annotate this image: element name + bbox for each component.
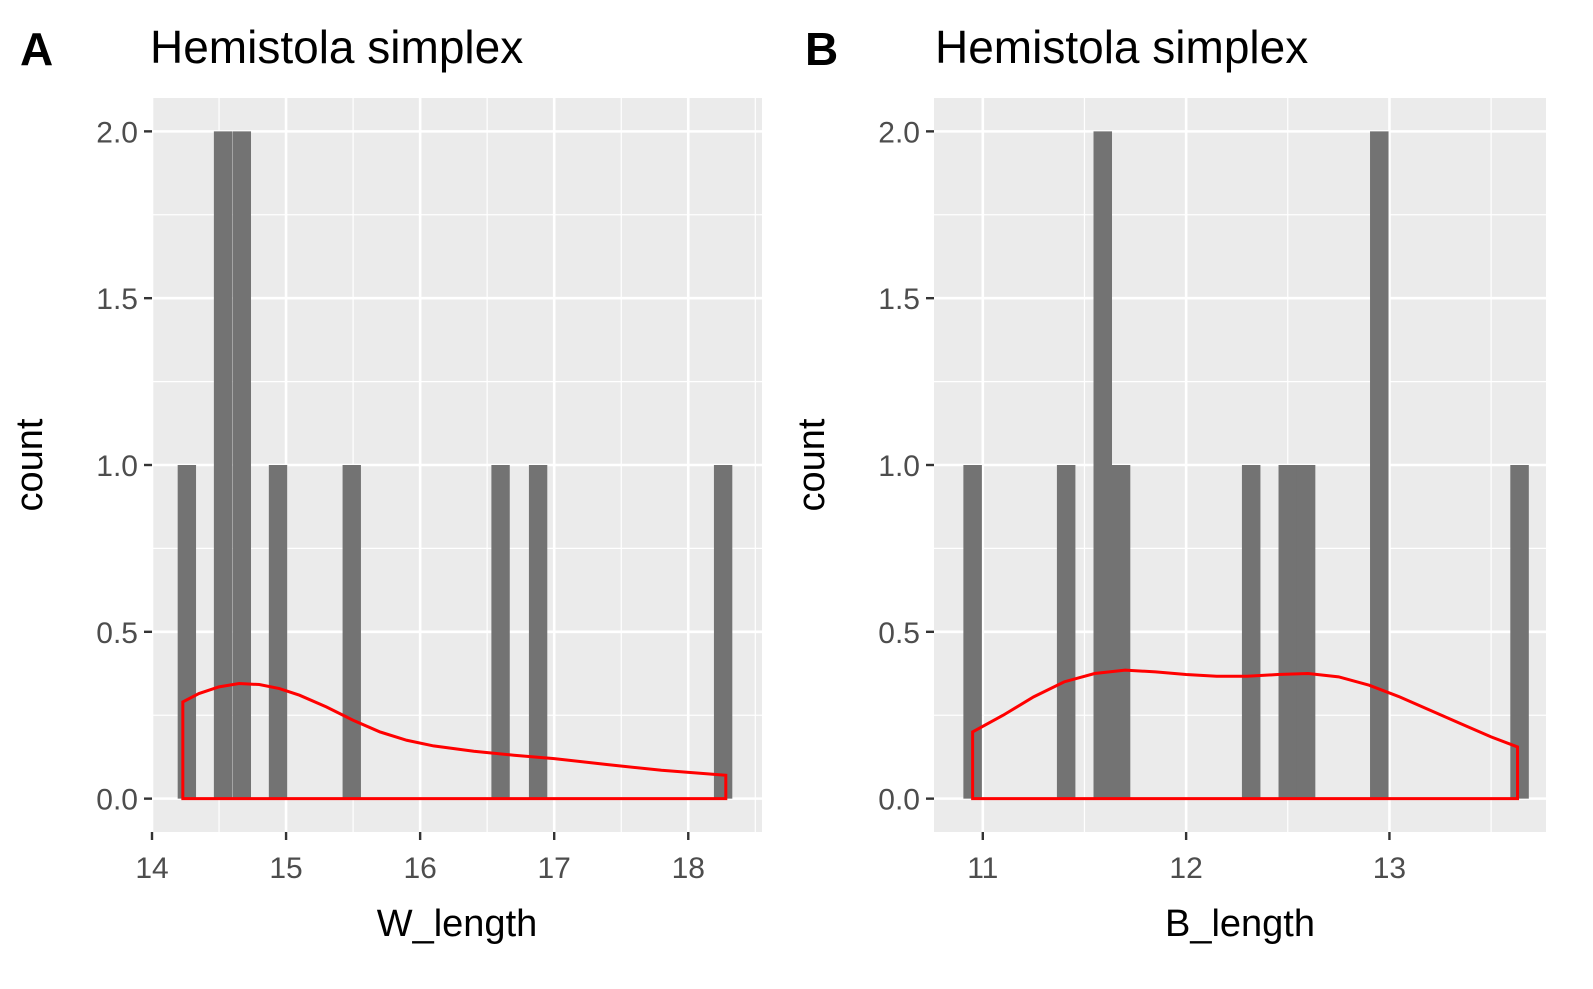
panel-a-x-tick-label: 14 <box>135 852 168 885</box>
panel-a-histogram-bar <box>268 465 288 799</box>
panel-b-x-tick-label: 11 <box>967 852 998 885</box>
panel-a-x-tick-label: 15 <box>269 852 302 885</box>
panel-b-y-tick-label: 1.0 <box>878 450 920 483</box>
panel-a-histogram-bar <box>713 465 733 799</box>
panel-b-histogram-bar <box>1510 465 1529 799</box>
panel-b-axes: 11 12 13 0.0 0.5 1.0 1.5 2.0 <box>878 116 1406 885</box>
panel-a-y-tick-label: 0.0 <box>96 784 138 817</box>
panel-b-y-tick-label: 0.0 <box>878 784 920 817</box>
panel-a-histogram-bar <box>528 465 548 799</box>
panel-b-x-tick-label: 12 <box>1169 852 1202 885</box>
panel-b-title: Hemistola simplex <box>935 21 1308 73</box>
panel-b-y-tick-label: 1.5 <box>878 283 920 316</box>
panel-a-y-tick-label: 1.5 <box>96 283 138 316</box>
panel-a-histogram-bar <box>177 465 197 799</box>
panel-b-histogram-bar <box>1093 131 1113 799</box>
panel-a-bars <box>177 131 733 799</box>
panel-b-histogram-bar <box>1296 465 1316 799</box>
panel-b-histogram-bar <box>1278 465 1298 799</box>
panel-b: B Hemistola simplex 11 12 13 0.0 0.5 1.0 1.5 2.… <box>791 21 1546 945</box>
panel-a-x-axis-title: W_length <box>377 903 538 945</box>
panel-a-histogram-bar <box>342 465 361 799</box>
panel-a-axes: 14 15 16 17 18 0.0 0.5 1.0 1.5 2.0 <box>96 116 705 885</box>
panel-b-y-tick-label: 0.5 <box>878 617 920 650</box>
panel-a-y-tick-label: 1.0 <box>96 450 138 483</box>
panel-b-histogram-bar <box>1241 465 1261 799</box>
panel-b-histogram-bar <box>1056 465 1076 799</box>
panel-b-x-axis-title: B_length <box>1165 903 1315 945</box>
panel-b-tag: B <box>805 23 838 75</box>
panel-a-histogram-bar <box>232 131 252 799</box>
panel-b-bars <box>963 131 1529 799</box>
panel-b-histogram-bar <box>1111 465 1131 799</box>
panel-a-x-tick-label: 17 <box>538 852 571 885</box>
panel-a-histogram-bar <box>213 131 233 799</box>
panel-b-gridlines <box>934 98 1546 832</box>
panel-a-x-tick-label: 18 <box>672 852 705 885</box>
panel-b-y-tick-label: 2.0 <box>878 116 920 149</box>
panel-a-histogram-bar <box>491 465 510 799</box>
panel-b-x-tick-label: 13 <box>1373 852 1406 885</box>
panel-b-histogram-bar <box>963 465 982 799</box>
panel-b-y-axis-title: count <box>791 418 833 511</box>
panel-a-density-curve <box>181 682 728 801</box>
panel-a-y-tick-label: 2.0 <box>96 116 138 149</box>
panel-a-y-tick-label: 0.5 <box>96 617 138 650</box>
panel-a-tag: A <box>20 23 53 75</box>
panel-a: A Hemistola simplex 14 15 16 17 180.00.51.01… <box>9 21 762 945</box>
panel-a-x-tick-label: 16 <box>403 852 436 885</box>
panel-a-y-axis-title: count <box>9 418 51 511</box>
panel-b-histogram-bar <box>1370 131 1389 799</box>
panel-b-density-curve <box>971 668 1520 801</box>
panel-a-title: Hemistola simplex <box>150 21 523 73</box>
